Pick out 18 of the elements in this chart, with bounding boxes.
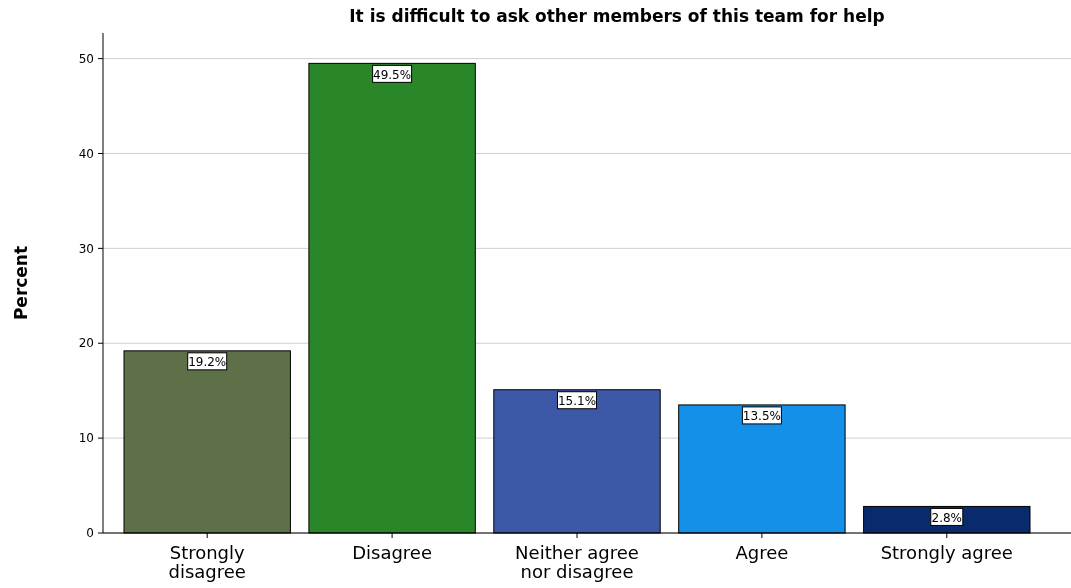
- data-label: 2.8%: [931, 510, 963, 525]
- data-label: 13.5%: [742, 409, 781, 424]
- y-tick-label: 30: [78, 241, 94, 256]
- data-label: 49.5%: [373, 67, 412, 82]
- x-tick-label: Strongly agree: [880, 542, 1013, 563]
- y-tick-label: 0: [86, 526, 94, 541]
- y-tick-label: 20: [78, 336, 94, 351]
- y-tick-label: 10: [78, 431, 94, 446]
- chart-title: It is difficult to ask other members of this team for help: [349, 6, 885, 26]
- x-tick-label: Neither agree nor disagree: [515, 542, 639, 582]
- data-label: 19.2%: [188, 355, 227, 370]
- x-tick-label: Strongly disagree: [168, 542, 246, 582]
- y-axis-title: Percent: [11, 245, 31, 321]
- data-label: 15.1%: [557, 393, 597, 408]
- x-tick-label: Agree: [735, 542, 789, 563]
- x-tick-label: Disagree: [352, 542, 433, 563]
- y-tick-label: 50: [78, 51, 94, 66]
- y-tick-label: 40: [78, 146, 94, 161]
